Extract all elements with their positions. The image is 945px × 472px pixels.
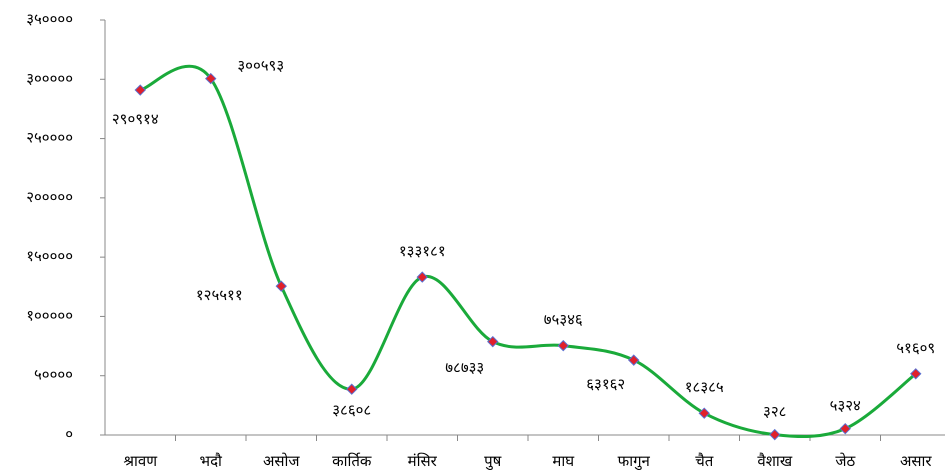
x-tick-label: चैत [695,452,714,470]
data-label: ६३१६२ [586,376,625,393]
y-tick-label: २५०००० [26,130,73,147]
marker [416,271,428,283]
x-tick-label: पुष [484,453,502,471]
marker [769,428,781,441]
x-tick-label: कार्तिक [332,452,372,470]
data-label: ३८६०८ [332,402,371,419]
data-label: २९०९१४ [112,111,159,128]
data-label: १२५५११ [196,287,243,304]
marker [205,72,217,85]
data-label: ३००५९३ [237,58,284,75]
x-tick-label: असोज [263,452,300,470]
y-tick-label: १००००० [26,307,73,324]
y-tick-label: २००००० [26,189,73,206]
data-label: ५३२४ [830,398,861,415]
marker [275,280,287,292]
data-label: ५१६०९ [896,340,935,357]
y-tick-label: ३००००० [26,70,73,87]
y-tick-label: ५०००० [34,367,73,384]
x-tick-label: फागुन [618,453,651,471]
marker [839,422,851,435]
data-label: १८३८५ [685,379,724,396]
data-label: ३२८ [763,404,786,421]
data-label: १३३१८१ [399,243,446,260]
marker [557,339,569,352]
marker [628,354,640,366]
marker [487,335,499,348]
x-tick-label: भदौ [200,452,224,470]
line [139,64,917,439]
marker [346,383,358,395]
marker [910,368,922,380]
y-tick-label: ० [65,426,73,443]
y-tick-label: ३५०००० [26,11,73,28]
x-tick-label: असार [900,453,932,470]
x-tick-label: मंसिर [408,452,438,470]
data-label: ७५३४६ [544,312,583,329]
x-tick-label: माघ [552,453,575,470]
marker [134,84,146,96]
x-tick-label: वैशाख [757,452,792,470]
x-tick-label: श्रावण [123,453,158,470]
y-tick-label: १५०००० [26,248,73,265]
marker [698,407,710,419]
data-label: ७८७३३ [445,360,484,377]
x-tick-label: जेठ [835,452,855,470]
